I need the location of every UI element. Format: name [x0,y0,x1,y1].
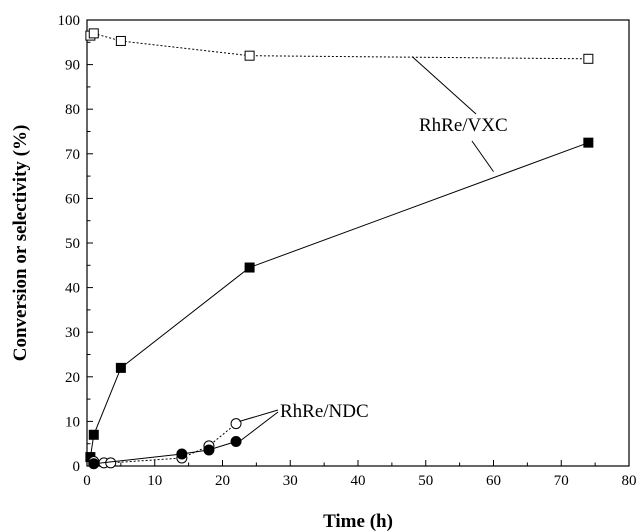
square-marker [88,429,99,440]
y-tick-label: 20 [65,370,80,386]
square-marker [115,35,126,46]
square-marker [583,53,594,64]
x-tick-label: 40 [351,473,366,489]
annotation-leader-line [471,140,494,172]
annotation-0: RhRe/VXC [411,56,508,172]
series-line [93,423,237,464]
plot-area [86,19,630,467]
square-marker [244,50,255,61]
x-tick-label: 10 [147,473,162,489]
annotation-leader-line [239,411,279,442]
x-tick-label: 80 [622,473,637,489]
x-tick-label: 0 [83,473,91,489]
x-axis-title: Time (h) [323,511,393,532]
y-tick-label: 60 [65,191,80,207]
circle-marker [203,444,215,456]
square-marker [88,28,99,39]
series-layer [85,28,594,470]
series-line [90,32,589,60]
annotation-1: RhRe/NDC [239,401,369,442]
y-axis-title: Conversion or selectivity (%) [10,125,31,362]
y-tick-label: 90 [65,58,80,74]
annotation-leader-line [239,409,279,422]
circle-marker [230,418,242,430]
series-0 [85,28,594,64]
y-tick-label: 80 [65,102,80,118]
annotation-leader-line [411,56,477,115]
y-axis: 0 10 20 30 40 50 60 70 80 90 100 [58,13,93,475]
y-tick-label: 70 [65,147,80,163]
x-tick-label: 30 [283,473,298,489]
y-tick-label: 30 [65,325,80,341]
y-tick-label: 0 [73,459,81,475]
series-2 [88,418,242,469]
square-marker [583,137,594,148]
circle-marker [176,448,188,460]
x-axis: 0 10 20 30 40 50 60 70 80 [83,460,637,489]
y-tick-label: 100 [58,13,81,29]
plot-frame [86,19,630,467]
series-3 [88,435,242,470]
square-marker [244,262,255,273]
circle-marker [105,457,117,469]
circle-marker [88,458,100,470]
annotation-label: RhRe/NDC [280,401,369,422]
square-marker [115,362,126,373]
x-tick-label: 70 [554,473,569,489]
circle-marker [230,435,242,447]
annotations: RhRe/VXC RhRe/NDC [239,56,508,442]
y-tick-label: 40 [65,281,80,297]
y-tick-label: 10 [65,414,80,430]
x-tick-label: 50 [418,473,433,489]
series-1 [85,137,594,463]
x-tick-label: 60 [486,473,501,489]
y-tick-label: 50 [65,236,80,252]
series-line [93,441,237,465]
x-tick-label: 20 [215,473,230,489]
annotation-label: RhRe/VXC [419,115,508,136]
